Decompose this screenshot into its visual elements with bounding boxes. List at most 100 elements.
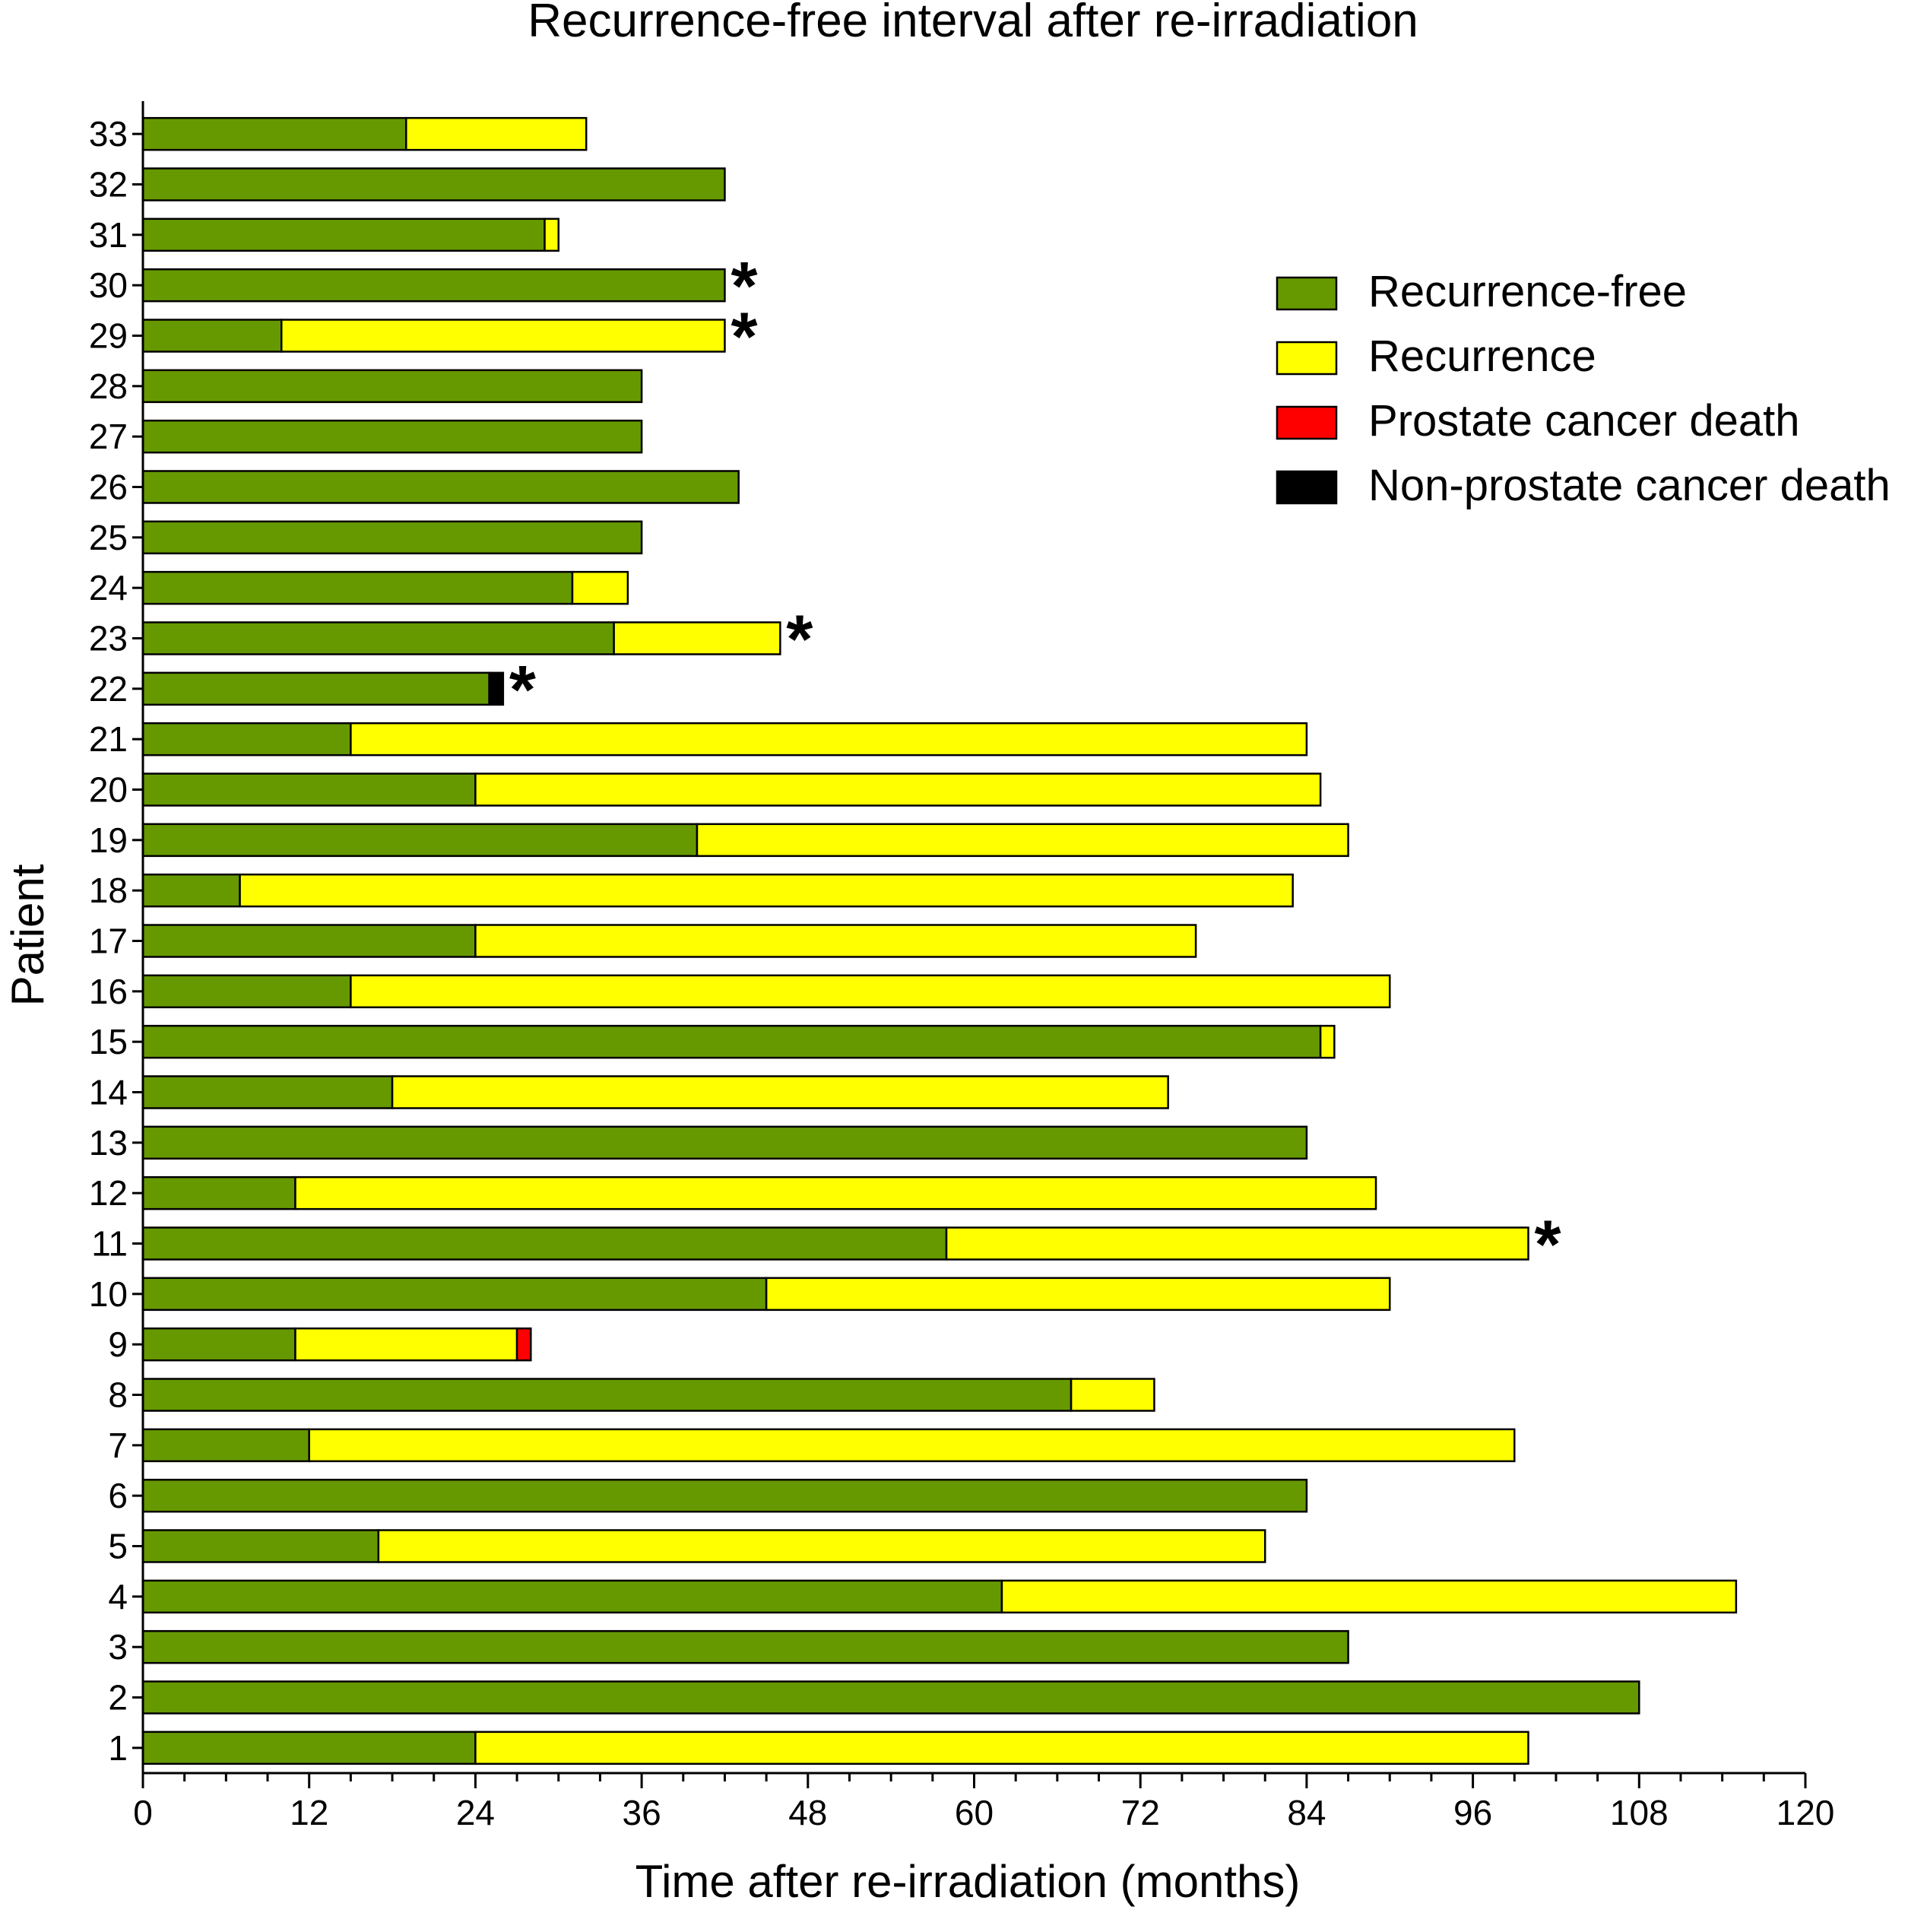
bar-patient-13-series-0 <box>141 1125 1308 1160</box>
y-tick-label: 9 <box>108 1324 128 1364</box>
y-tick-label: 23 <box>89 619 128 658</box>
y-tick-label: 6 <box>108 1476 128 1515</box>
asterisk-patient-11: * <box>1535 1207 1561 1283</box>
bar-patient-31-series-0 <box>141 217 546 252</box>
y-tick-label: 5 <box>108 1527 128 1566</box>
bar-patient-20-series-1 <box>474 772 1322 807</box>
y-tick-label: 28 <box>89 366 128 406</box>
bar-patient-17-series-0 <box>141 924 477 958</box>
bar-patient-22-series-0 <box>141 671 490 706</box>
x-tick-label: 108 <box>1610 1793 1669 1832</box>
legend-swatch-3 <box>1276 470 1338 505</box>
y-tick-label: 3 <box>108 1627 128 1667</box>
bar-patient-8-series-0 <box>141 1378 1073 1412</box>
y-tick-label: 27 <box>89 417 128 456</box>
bar-patient-19-series-1 <box>696 823 1349 858</box>
bar-patient-9-series-1 <box>294 1327 518 1362</box>
bar-patient-29-series-1 <box>280 319 726 353</box>
bar-patient-12-series-0 <box>141 1175 296 1210</box>
legend-swatch-2 <box>1276 405 1338 440</box>
bar-patient-28-series-0 <box>141 369 643 404</box>
bar-patient-15-series-0 <box>141 1024 1322 1059</box>
y-tick-label: 4 <box>108 1577 128 1616</box>
bar-patient-14-series-0 <box>141 1075 394 1109</box>
x-tick-label: 120 <box>1776 1793 1835 1832</box>
y-tick-label: 32 <box>89 165 128 205</box>
y-tick-label: 31 <box>89 215 128 255</box>
bar-patient-21-series-0 <box>141 722 352 757</box>
bar-patient-27-series-0 <box>141 419 643 454</box>
bar-patient-9-series-0 <box>141 1327 296 1362</box>
x-axis-label: Time after re-irradiation (months) <box>635 1856 1301 1907</box>
x-tick-label: 12 <box>290 1793 328 1832</box>
legend-swatch-1 <box>1276 341 1338 376</box>
y-tick-label: 21 <box>89 719 128 759</box>
bar-patient-18-series-0 <box>141 873 241 908</box>
y-tick-label: 1 <box>108 1728 128 1768</box>
bar-patient-16-series-0 <box>141 974 352 1009</box>
bar-patient-10-series-1 <box>765 1277 1391 1312</box>
bar-patient-26-series-0 <box>141 470 740 504</box>
bar-patient-18-series-1 <box>239 873 1294 908</box>
bar-patient-10-series-0 <box>141 1277 768 1312</box>
y-tick-label: 24 <box>89 568 128 608</box>
y-tick-label: 19 <box>89 820 128 860</box>
bar-patient-2-series-0 <box>141 1680 1640 1715</box>
y-tick-label: 13 <box>89 1123 128 1163</box>
bar-patient-30-series-0 <box>141 268 726 303</box>
bar-patient-11-series-0 <box>141 1226 948 1261</box>
bar-patient-24-series-0 <box>141 570 574 605</box>
bar-patient-12-series-1 <box>294 1175 1377 1210</box>
bar-patient-23-series-1 <box>613 621 781 655</box>
bar-patient-17-series-1 <box>474 924 1197 958</box>
bar-patient-22-series-3 <box>488 671 505 706</box>
bar-patient-33-series-0 <box>141 116 407 151</box>
x-tick-label: 36 <box>623 1793 661 1832</box>
bar-patient-32-series-0 <box>141 167 726 201</box>
bar-patient-6-series-0 <box>141 1478 1308 1513</box>
bar-patient-5-series-0 <box>141 1529 380 1563</box>
bar-patient-16-series-1 <box>350 974 1391 1009</box>
bar-patient-21-series-1 <box>350 722 1308 757</box>
bar-patient-25-series-0 <box>141 520 643 555</box>
y-tick-label: 20 <box>89 770 128 810</box>
x-tick-label: 0 <box>133 1793 153 1832</box>
y-axis-label: Patient <box>2 864 53 1006</box>
asterisk-patient-30: * <box>731 249 757 325</box>
y-axis: 1234567891011121314151617181920212223242… <box>89 101 144 1773</box>
y-tick-label: 18 <box>89 871 128 910</box>
y-tick-label: 25 <box>89 518 128 557</box>
bar-patient-20-series-0 <box>141 772 477 807</box>
y-tick-label: 2 <box>108 1678 128 1718</box>
y-tick-label: 33 <box>89 114 128 154</box>
bar-patient-24-series-1 <box>571 570 629 605</box>
bar-patient-5-series-1 <box>377 1529 1266 1563</box>
bar-patient-7-series-1 <box>308 1428 1516 1463</box>
y-tick-label: 14 <box>89 1073 128 1112</box>
bar-patient-1-series-0 <box>141 1731 477 1765</box>
x-tick-label: 96 <box>1453 1793 1492 1832</box>
bar-patient-23-series-0 <box>141 621 615 655</box>
x-tick-label: 24 <box>456 1793 495 1832</box>
bar-patient-8-series-1 <box>1070 1378 1155 1412</box>
bar-patient-4-series-1 <box>1000 1579 1738 1614</box>
y-tick-label: 29 <box>89 316 128 356</box>
legend-label-3: Non-prostate cancer death <box>1368 461 1891 510</box>
y-tick-label: 22 <box>89 669 128 709</box>
bar-patient-31-series-1 <box>544 217 560 252</box>
y-tick-label: 26 <box>89 468 128 507</box>
bar-patient-14-series-1 <box>391 1075 1169 1109</box>
legend-label-1: Recurrence <box>1368 332 1596 381</box>
y-tick-label: 15 <box>89 1022 128 1061</box>
y-tick-label: 16 <box>89 972 128 1011</box>
bar-patient-4-series-0 <box>141 1579 1003 1614</box>
x-tick-label: 60 <box>955 1793 994 1832</box>
bar-patient-3-series-0 <box>141 1629 1349 1664</box>
chart-title: Recurrence-free interval after re-irradi… <box>528 0 1418 47</box>
bar-patient-19-series-0 <box>141 823 699 858</box>
bar-patient-15-series-1 <box>1319 1024 1336 1059</box>
y-tick-label: 30 <box>89 265 128 305</box>
asterisk-patient-29: * <box>731 300 757 376</box>
x-tick-label: 84 <box>1287 1793 1326 1832</box>
